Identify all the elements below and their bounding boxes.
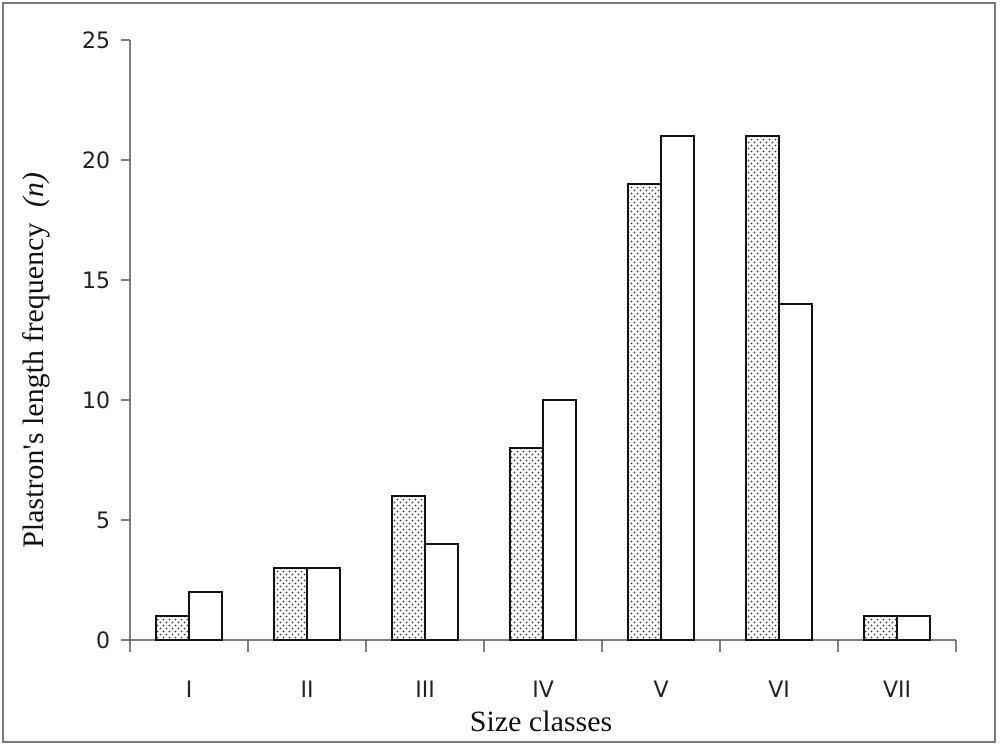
x-tick-label: II — [301, 678, 314, 703]
y-axis: 0 5 10 15 20 25 — [82, 29, 131, 654]
bar-series-2-I — [188, 591, 223, 641]
y-tick-label: 5 — [96, 509, 110, 534]
bar-series-1-II — [273, 567, 308, 641]
bar-series-2-IV — [542, 399, 577, 641]
x-tick-label: VII — [883, 678, 911, 703]
x-tick-label: I — [186, 678, 193, 703]
y-tick-label: 15 — [82, 269, 110, 294]
x-tick-label: V — [653, 678, 668, 703]
x-tick-label: III — [415, 678, 434, 703]
y-axis-title-unit: (n) — [17, 172, 50, 207]
x-axis: I II III IV V VI VII — [129, 639, 957, 703]
y-tick-label: 20 — [82, 149, 110, 174]
x-tick-label: VI — [768, 678, 790, 703]
bars — [155, 135, 931, 641]
bar-series-1-III — [391, 495, 426, 641]
bar-series-1-I — [155, 615, 190, 641]
y-axis-title: Plastron's length frequency (n) — [17, 172, 50, 548]
x-tick-label: IV — [532, 678, 554, 703]
y-tick-label: 10 — [82, 389, 110, 414]
x-axis-title: Size classes — [470, 705, 612, 738]
bar-series-1-V — [627, 183, 662, 641]
bar-series-2-II — [306, 567, 341, 641]
bar-series-1-IV — [509, 447, 544, 641]
bar-series-2-III — [424, 543, 459, 641]
y-tick-label: 0 — [96, 629, 110, 654]
bar-series-1-VII — [863, 615, 898, 641]
bar-series-2-VI — [778, 303, 813, 641]
bar-series-2-V — [660, 135, 695, 641]
bar-series-2-VII — [896, 615, 931, 641]
y-axis-title-main: Plastron's length frequency — [17, 223, 50, 548]
bar-series-1-VI — [745, 135, 780, 641]
y-tick-label: 25 — [82, 29, 110, 54]
